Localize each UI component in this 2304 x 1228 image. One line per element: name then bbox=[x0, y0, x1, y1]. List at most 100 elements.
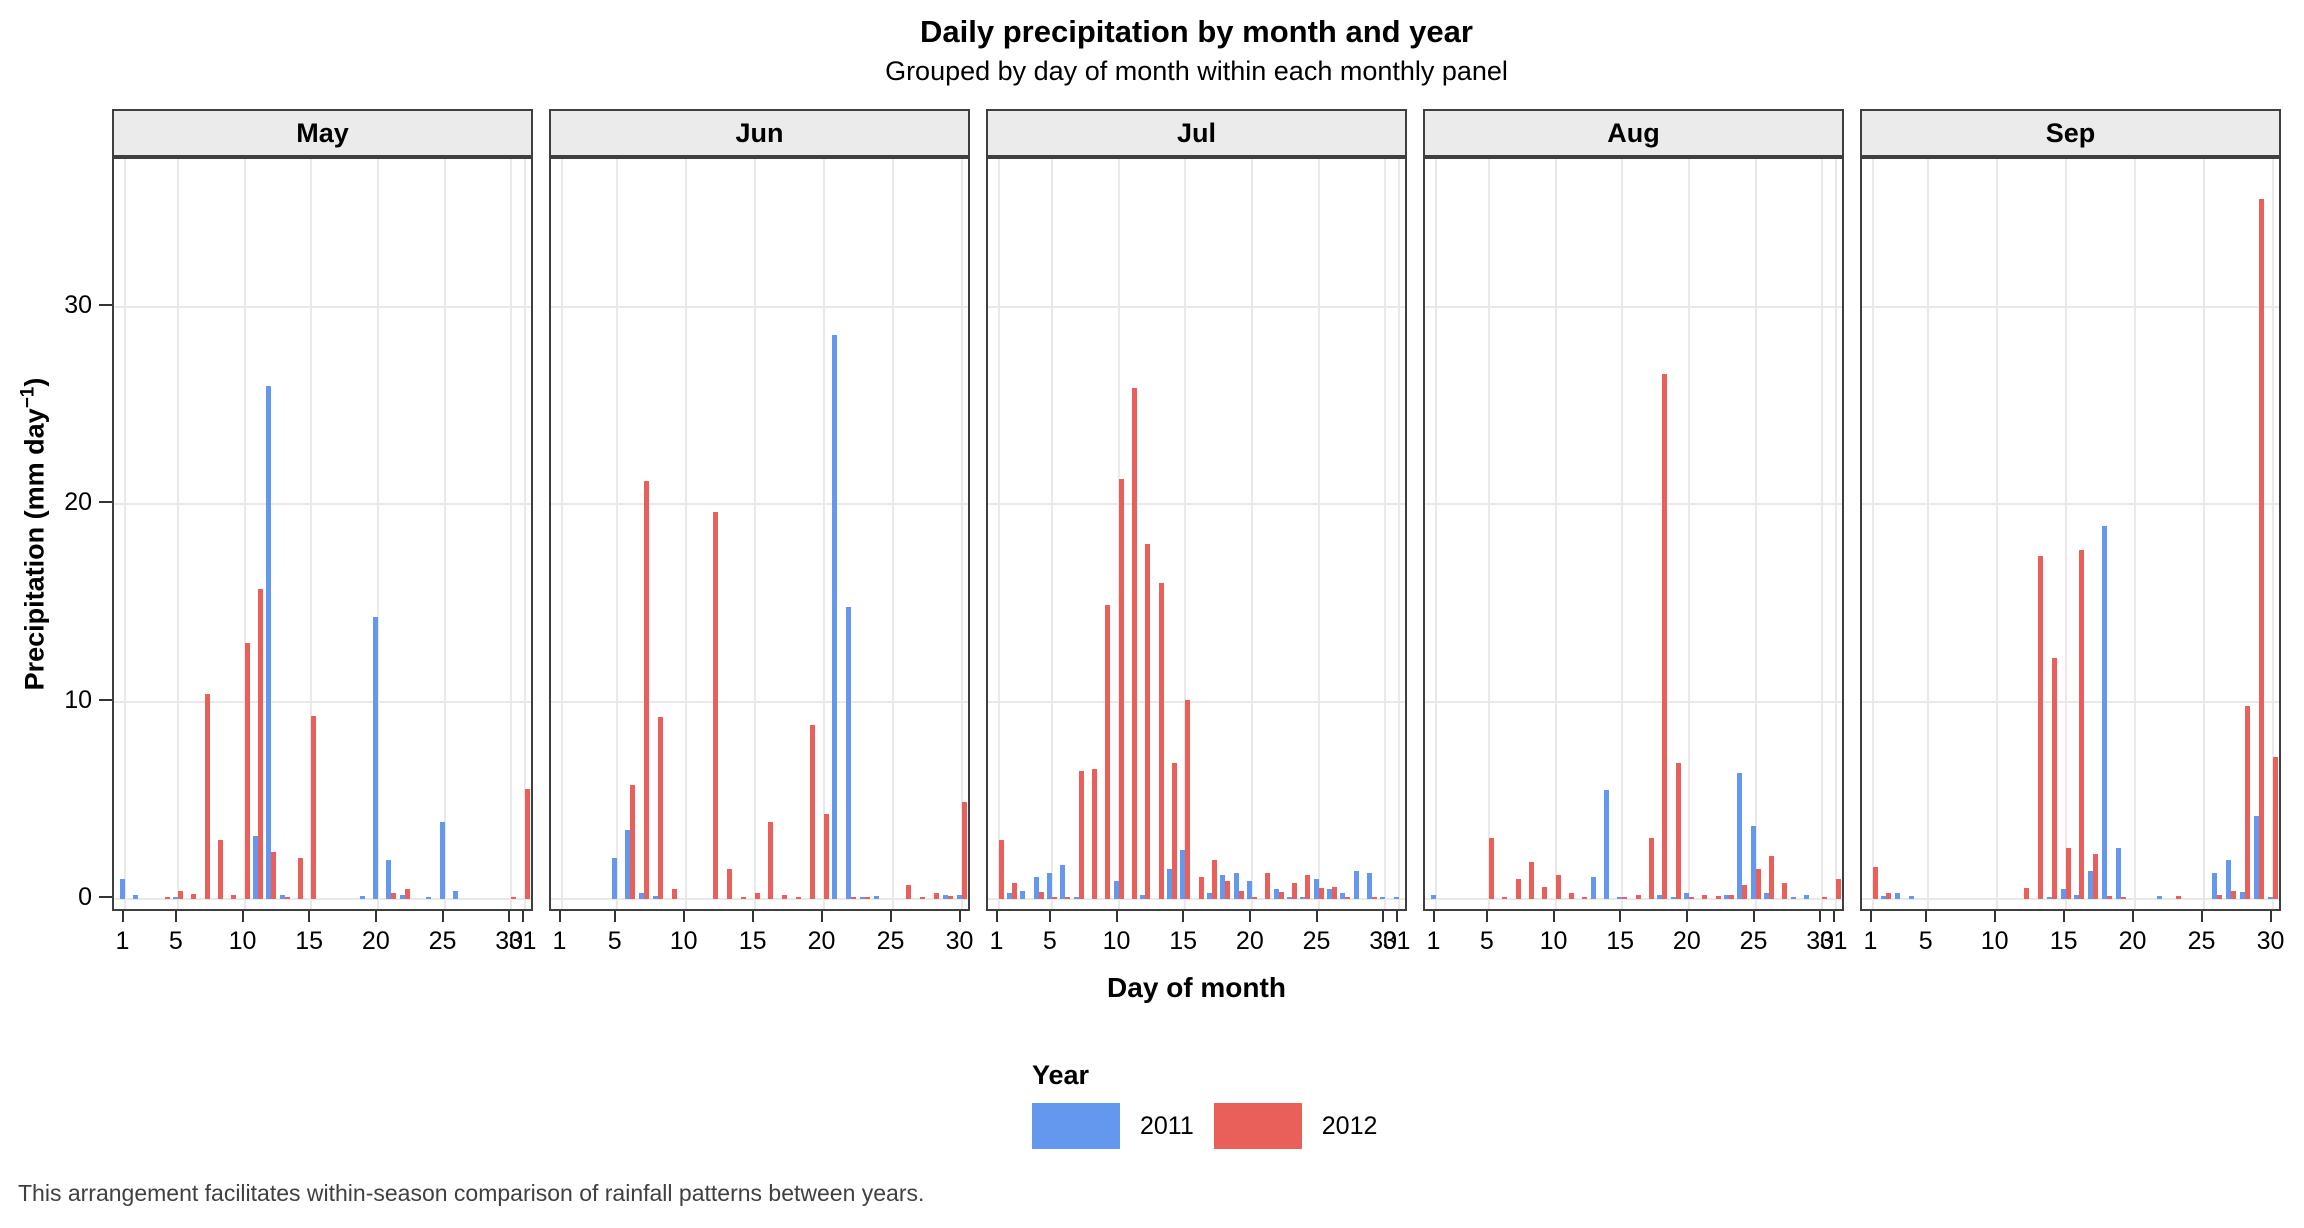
bar-2012-day-12 bbox=[271, 851, 277, 899]
bar-2011-day-19 bbox=[1670, 897, 1676, 899]
x-tick-label: 25 bbox=[876, 927, 905, 955]
x-tick-label: 5 bbox=[1479, 927, 1494, 955]
x-tick-mark bbox=[1048, 911, 1051, 922]
bar-2011-day-7 bbox=[1073, 897, 1079, 899]
bar-2012-day-15 bbox=[1185, 699, 1191, 899]
y-tick-mark bbox=[99, 698, 112, 701]
bar-2012-day-1 bbox=[998, 839, 1004, 899]
gridline-vertical bbox=[176, 159, 179, 909]
gridline-vertical bbox=[997, 159, 1000, 909]
bar-2011-day-29 bbox=[942, 895, 948, 899]
bar-2012-day-30 bbox=[961, 802, 967, 899]
bar-2011-day-14 bbox=[2046, 897, 2052, 899]
bar-2012-day-13 bbox=[1158, 583, 1164, 899]
x-tick-mark bbox=[1432, 911, 1435, 922]
bar-2011-day-30 bbox=[2267, 897, 2273, 899]
gridline-horizontal bbox=[1425, 306, 1842, 309]
bar-2012-day-17 bbox=[2093, 853, 2099, 899]
bar-2012-day-10 bbox=[1118, 478, 1124, 899]
bar-2011-day-14 bbox=[1166, 869, 1172, 899]
bar-2012-day-30 bbox=[2272, 756, 2278, 899]
gridline-vertical bbox=[1184, 159, 1187, 909]
bar-2011-day-20 bbox=[1246, 881, 1252, 899]
bar-2011-day-4 bbox=[1033, 877, 1039, 899]
x-tick-label: 25 bbox=[1302, 927, 1331, 955]
bar-2011-day-25 bbox=[1750, 825, 1756, 899]
x-tick-mark bbox=[1382, 911, 1385, 922]
bar-2011-day-28 bbox=[1790, 897, 1796, 899]
x-tick-label: 5 bbox=[1042, 927, 1057, 955]
gridline-horizontal bbox=[114, 700, 531, 703]
chart-subtitle: Grouped by day of month within each mont… bbox=[885, 56, 1508, 86]
bar-2012-day-29 bbox=[2258, 198, 2264, 899]
x-tick-mark bbox=[751, 911, 754, 922]
bar-2012-day-4 bbox=[1038, 892, 1044, 899]
bar-2011-day-24 bbox=[1300, 897, 1306, 899]
bar-2012-day-7 bbox=[1078, 770, 1084, 899]
bar-2011-day-26 bbox=[2212, 873, 2218, 899]
x-tick-label: 31 bbox=[1382, 927, 1411, 955]
bar-2012-day-21 bbox=[391, 893, 397, 899]
bar-2011-day-20 bbox=[372, 616, 378, 899]
bar-2012-day-12 bbox=[1145, 543, 1151, 899]
bar-2011-day-20 bbox=[1683, 893, 1689, 899]
bar-2011-day-22 bbox=[1273, 889, 1279, 899]
bar-2012-day-18 bbox=[1662, 374, 1668, 899]
bar-2012-day-8 bbox=[658, 717, 664, 899]
bar-2012-day-6 bbox=[1065, 897, 1071, 899]
x-tick-label: 20 bbox=[2118, 927, 2147, 955]
gridline-horizontal bbox=[551, 503, 968, 506]
bar-2011-day-17 bbox=[1206, 893, 1212, 899]
bar-2011-day-26 bbox=[1326, 889, 1332, 899]
bar-2012-day-29 bbox=[947, 896, 953, 899]
bar-2012-day-16 bbox=[2079, 549, 2085, 899]
gridline-horizontal bbox=[988, 306, 1405, 309]
y-axis-title: Precipitation (mm day−1) bbox=[18, 378, 51, 691]
gridline-vertical bbox=[560, 159, 563, 909]
bar-2012-day-30 bbox=[1822, 897, 1828, 899]
x-tick-mark bbox=[1315, 911, 1318, 922]
chart-title: Daily precipitation by month and year bbox=[920, 14, 1473, 49]
gridline-vertical bbox=[1834, 159, 1837, 909]
bar-2011-day-1 bbox=[1430, 895, 1436, 899]
bar-2012-day-15 bbox=[2065, 847, 2071, 899]
gridline-horizontal bbox=[1862, 700, 2279, 703]
x-tick-mark bbox=[558, 911, 561, 922]
bar-2012-day-7 bbox=[1515, 879, 1521, 899]
bar-2011-day-10 bbox=[1113, 881, 1119, 899]
gridline-vertical bbox=[123, 159, 126, 909]
gridline-horizontal bbox=[551, 898, 968, 900]
gridline-vertical bbox=[1871, 159, 1874, 909]
bar-2012-day-20 bbox=[1251, 897, 1257, 899]
bar-2012-day-9 bbox=[231, 895, 237, 899]
bar-2012-day-9 bbox=[671, 889, 677, 899]
gridline-vertical bbox=[1754, 159, 1757, 909]
bar-2011-day-22 bbox=[399, 895, 405, 899]
bar-2012-day-9 bbox=[1542, 887, 1548, 899]
bar-2011-day-29 bbox=[1366, 873, 1372, 899]
bar-2012-day-12 bbox=[713, 512, 719, 899]
bar-2011-day-29 bbox=[1803, 895, 1809, 899]
bar-2011-day-24 bbox=[426, 897, 432, 899]
facet-panel-sep: Sep 1 5 10 15 20 25 30 bbox=[1860, 109, 2284, 955]
bar-2012-day-31 bbox=[1835, 879, 1841, 899]
legend-swatch-2012 bbox=[1213, 1103, 1302, 1149]
bar-2011-day-11 bbox=[252, 835, 258, 899]
bar-2012-day-9 bbox=[1105, 605, 1111, 899]
bar-2012-day-21 bbox=[1702, 895, 1708, 899]
bar-2011-day-26 bbox=[1763, 893, 1769, 899]
x-tick-mark bbox=[174, 911, 177, 922]
bar-2012-day-20 bbox=[1688, 897, 1694, 899]
gridline-vertical bbox=[510, 159, 513, 909]
x-tick-mark bbox=[1752, 911, 1755, 922]
x-tick-label: 15 bbox=[738, 927, 767, 955]
x-tick-label: 25 bbox=[1739, 927, 1768, 955]
bar-2012-day-10 bbox=[244, 642, 250, 899]
x-tick-mark bbox=[308, 911, 311, 922]
x-tick-mark bbox=[2131, 911, 2134, 922]
bar-2012-day-11 bbox=[1131, 387, 1137, 899]
bar-2011-day-5 bbox=[172, 897, 178, 899]
bar-2011-day-22 bbox=[846, 606, 852, 899]
bar-2012-day-31 bbox=[524, 788, 530, 899]
x-tick-label: 1 bbox=[1426, 927, 1441, 955]
